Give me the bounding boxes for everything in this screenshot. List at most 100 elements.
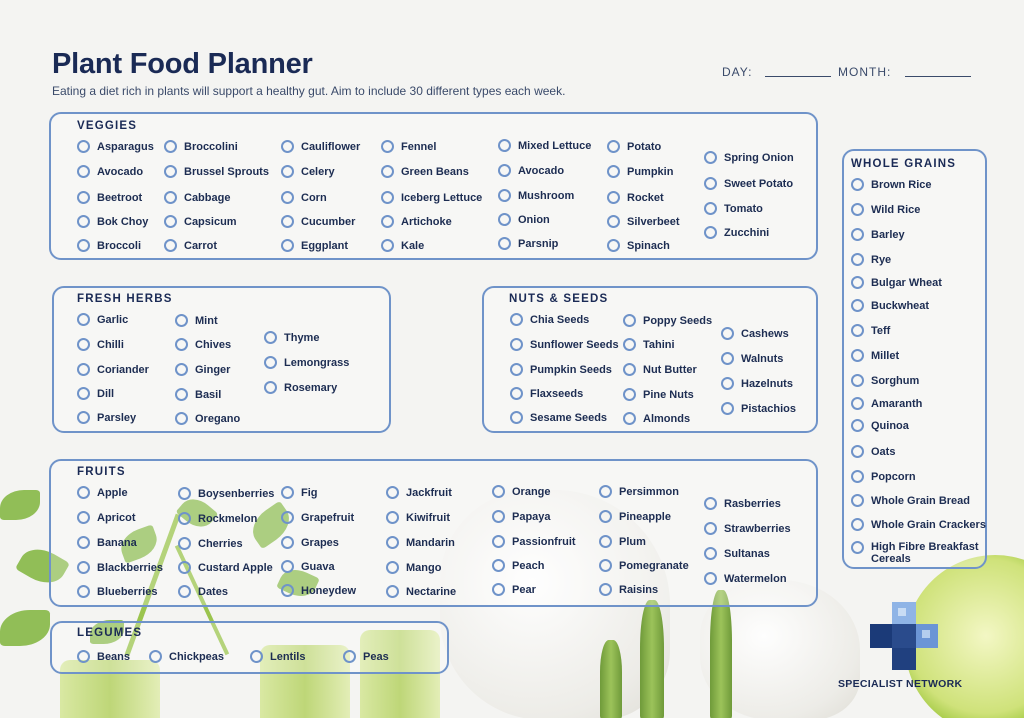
checkbox-circle-icon[interactable] — [178, 487, 191, 500]
fruits-item[interactable]: Kiwifruit — [386, 511, 450, 524]
veggies-item[interactable]: Brussel Sprouts — [164, 165, 269, 178]
fruits-item[interactable]: Mandarin — [386, 536, 455, 549]
checkbox-circle-icon[interactable] — [386, 536, 399, 549]
checkbox-circle-icon[interactable] — [281, 215, 294, 228]
veggies-item[interactable]: Potato — [607, 140, 661, 153]
herbs-item[interactable]: Rosemary — [264, 381, 337, 394]
checkbox-circle-icon[interactable] — [77, 650, 90, 663]
checkbox-circle-icon[interactable] — [492, 535, 505, 548]
checkbox-circle-icon[interactable] — [607, 140, 620, 153]
nuts-item[interactable]: Chia Seeds — [510, 313, 589, 326]
fruits-item[interactable]: Blackberries — [77, 561, 163, 574]
checkbox-circle-icon[interactable] — [281, 191, 294, 204]
checkbox-circle-icon[interactable] — [851, 276, 864, 289]
checkbox-circle-icon[interactable] — [175, 338, 188, 351]
checkbox-circle-icon[interactable] — [599, 559, 612, 572]
checkbox-circle-icon[interactable] — [599, 535, 612, 548]
checkbox-circle-icon[interactable] — [851, 445, 864, 458]
veggies-item[interactable]: Mushroom — [498, 189, 574, 202]
checkbox-circle-icon[interactable] — [721, 377, 734, 390]
checkbox-circle-icon[interactable] — [704, 572, 717, 585]
fruits-item[interactable]: Orange — [492, 485, 551, 498]
veggies-item[interactable]: Parsnip — [498, 237, 558, 250]
checkbox-circle-icon[interactable] — [851, 518, 864, 531]
checkbox-circle-icon[interactable] — [704, 151, 717, 164]
checkbox-circle-icon[interactable] — [381, 239, 394, 252]
checkbox-circle-icon[interactable] — [77, 140, 90, 153]
veggies-item[interactable]: Avocado — [77, 165, 143, 178]
checkbox-circle-icon[interactable] — [178, 537, 191, 550]
nuts-item[interactable]: Sunflower Seeds — [510, 338, 619, 351]
checkbox-circle-icon[interactable] — [623, 338, 636, 351]
nuts-item[interactable]: Hazelnuts — [721, 377, 793, 390]
fruits-item[interactable]: Papaya — [492, 510, 551, 523]
checkbox-circle-icon[interactable] — [164, 140, 177, 153]
checkbox-circle-icon[interactable] — [264, 356, 277, 369]
checkbox-circle-icon[interactable] — [77, 191, 90, 204]
checkbox-circle-icon[interactable] — [281, 511, 294, 524]
checkbox-circle-icon[interactable] — [77, 363, 90, 376]
grains-item[interactable]: Wild Rice — [851, 203, 920, 216]
checkbox-circle-icon[interactable] — [510, 411, 523, 424]
fruits-item[interactable]: Pineapple — [599, 510, 671, 523]
veggies-item[interactable]: Celery — [281, 165, 335, 178]
nuts-item[interactable]: Sesame Seeds — [510, 411, 607, 424]
checkbox-circle-icon[interactable] — [704, 202, 717, 215]
checkbox-circle-icon[interactable] — [851, 178, 864, 191]
legumes-item[interactable]: Lentils — [250, 650, 305, 663]
checkbox-circle-icon[interactable] — [343, 650, 356, 663]
checkbox-circle-icon[interactable] — [175, 314, 188, 327]
veggies-item[interactable]: Broccolini — [164, 140, 238, 153]
checkbox-circle-icon[interactable] — [510, 363, 523, 376]
checkbox-circle-icon[interactable] — [704, 547, 717, 560]
checkbox-circle-icon[interactable] — [851, 203, 864, 216]
checkbox-circle-icon[interactable] — [281, 486, 294, 499]
fruits-item[interactable]: Blueberries — [77, 585, 158, 598]
checkbox-circle-icon[interactable] — [77, 313, 90, 326]
fruits-item[interactable]: Honeydew — [281, 584, 356, 597]
nuts-item[interactable]: Walnuts — [721, 352, 783, 365]
herbs-item[interactable]: Lemongrass — [264, 356, 349, 369]
veggies-item[interactable]: Broccoli — [77, 239, 141, 252]
fruits-item[interactable]: Nectarine — [386, 585, 456, 598]
checkbox-circle-icon[interactable] — [623, 363, 636, 376]
veggies-item[interactable]: Fennel — [381, 140, 436, 153]
fruits-item[interactable]: Rasberries — [704, 497, 781, 510]
checkbox-circle-icon[interactable] — [381, 165, 394, 178]
veggies-item[interactable]: Carrot — [164, 239, 217, 252]
checkbox-circle-icon[interactable] — [510, 313, 523, 326]
checkbox-circle-icon[interactable] — [851, 349, 864, 362]
checkbox-circle-icon[interactable] — [77, 511, 90, 524]
grains-item[interactable]: Oats — [851, 445, 895, 458]
legumes-item[interactable]: Beans — [77, 650, 130, 663]
checkbox-circle-icon[interactable] — [386, 585, 399, 598]
herbs-item[interactable]: Oregano — [175, 412, 240, 425]
checkbox-circle-icon[interactable] — [498, 189, 511, 202]
checkbox-circle-icon[interactable] — [281, 165, 294, 178]
grains-item[interactable]: Quinoa — [851, 419, 909, 432]
checkbox-circle-icon[interactable] — [851, 228, 864, 241]
veggies-item[interactable]: Pumpkin — [607, 165, 673, 178]
fruits-item[interactable]: Rockmelon — [178, 512, 257, 525]
checkbox-circle-icon[interactable] — [721, 352, 734, 365]
checkbox-circle-icon[interactable] — [175, 388, 188, 401]
checkbox-circle-icon[interactable] — [492, 485, 505, 498]
nuts-item[interactable]: Tahini — [623, 338, 675, 351]
checkbox-circle-icon[interactable] — [178, 512, 191, 525]
day-field[interactable] — [765, 76, 831, 77]
checkbox-circle-icon[interactable] — [77, 387, 90, 400]
checkbox-circle-icon[interactable] — [164, 215, 177, 228]
fruits-item[interactable]: Passionfruit — [492, 535, 576, 548]
veggies-item[interactable]: Asparagus — [77, 140, 154, 153]
grains-item[interactable]: High Fibre Breakfast Cereals — [851, 541, 981, 565]
checkbox-circle-icon[interactable] — [264, 331, 277, 344]
herbs-item[interactable]: Parsley — [77, 411, 136, 424]
checkbox-circle-icon[interactable] — [386, 561, 399, 574]
nuts-item[interactable]: Pumpkin Seeds — [510, 363, 612, 376]
checkbox-circle-icon[interactable] — [851, 253, 864, 266]
nuts-item[interactable]: Flaxseeds — [510, 387, 583, 400]
checkbox-circle-icon[interactable] — [149, 650, 162, 663]
checkbox-circle-icon[interactable] — [498, 139, 511, 152]
checkbox-circle-icon[interactable] — [281, 536, 294, 549]
grains-item[interactable]: Amaranth — [851, 397, 922, 410]
